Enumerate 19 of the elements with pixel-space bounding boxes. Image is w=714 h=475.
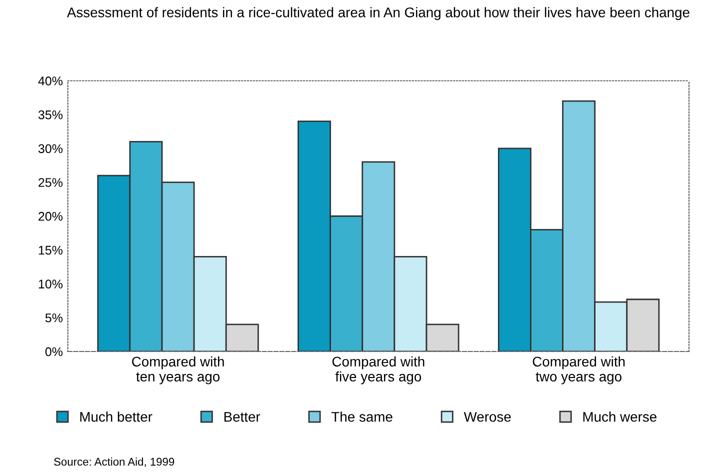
y-tick-label: 40%	[38, 76, 63, 86]
legend-label: Much better	[80, 412, 152, 422]
legend-label: The same	[332, 412, 392, 422]
y-tick-label: 30%	[38, 144, 63, 154]
source-note: Source: Action Aid, 1999	[54, 458, 174, 467]
chart-title: Assessment of residents in a rice-cultivated area in An Giang about how their lives have been change	[66, 7, 690, 20]
x-tick-label: Compared with ten years ago	[132, 356, 224, 384]
y-tick-label: 35%	[38, 110, 63, 120]
y-tick-label: 25%	[38, 178, 63, 187]
y-tick-label: 20%	[38, 212, 63, 221]
y-tick-label: 0%	[45, 347, 63, 356]
x-tick-label: Compared with five years ago	[332, 356, 424, 384]
legend-label: Werose	[464, 412, 511, 422]
legend-label: Much werse	[583, 412, 656, 422]
y-tick-label: 15%	[38, 246, 63, 255]
x-tick-label: Compared with two years ago	[532, 356, 625, 384]
legend-label: Better	[224, 412, 260, 422]
y-tick-label: 10%	[38, 280, 63, 288]
y-tick-label: 5%	[45, 314, 63, 322]
